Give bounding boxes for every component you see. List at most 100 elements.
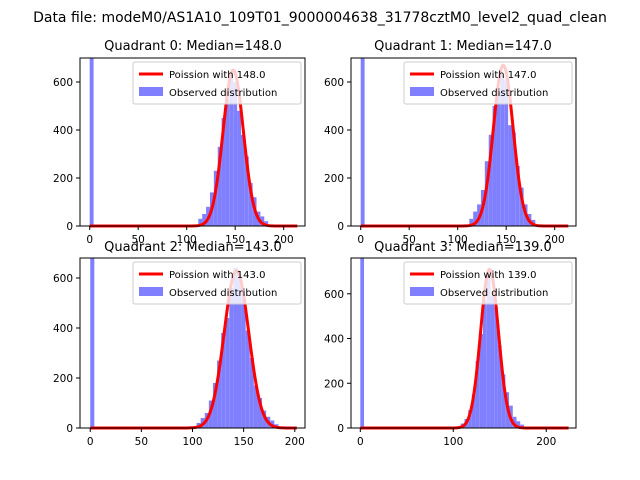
panel-title: Quadrant 1: Median=147.0 [374, 39, 552, 54]
y-axis: 0 200 400 600 [324, 289, 351, 435]
histogram-bar [360, 58, 365, 226]
y-tick-label: 600 [53, 77, 73, 89]
histogram-bar [516, 421, 521, 428]
x-tick-label: 200 [274, 234, 294, 246]
y-axis: 0 200 400 600 [53, 77, 80, 233]
histogram-bar [202, 214, 207, 226]
histogram-bar [260, 216, 265, 226]
legend-box [403, 61, 573, 105]
histogram-bar [471, 394, 476, 428]
x-axis: 0 50 100 150 200 [86, 226, 294, 246]
y-tick-label: 200 [324, 173, 344, 185]
histogram-bar [504, 79, 509, 226]
x-tick-label: 200 [536, 436, 556, 448]
legend: Poission with 143.0 Observed distributio… [132, 261, 302, 305]
y-tick-label: 0 [66, 423, 73, 435]
x-axis: 0 100 200 [357, 428, 556, 448]
histogram-bar [475, 360, 480, 428]
axes-frame-box [350, 257, 577, 429]
histogram-bar [217, 360, 222, 428]
histogram-bar [508, 125, 512, 226]
legend-hist-swatch [410, 287, 434, 296]
legend: Poission with 147.0 Observed distributio… [403, 61, 573, 105]
histogram-bar [249, 358, 254, 428]
histogram-bar [496, 91, 501, 226]
y-axis: 0 200 400 600 [324, 77, 351, 233]
axes-frame-box [79, 57, 306, 227]
x-tick-label: 150 [234, 436, 254, 448]
x-tick-label: 150 [225, 234, 245, 246]
panel-quadrant-3: Quadrant 3: Median=139.0 0 100 200 0 200 400… [324, 240, 577, 448]
histogram-bar [360, 258, 365, 428]
histogram-bar [486, 273, 491, 428]
legend-line-label: Poission with 143.0 [169, 270, 265, 281]
panel-title: Quadrant 3: Median=139.0 [374, 240, 552, 255]
histogram-bar [519, 187, 524, 226]
histogram-bar [221, 333, 226, 428]
histogram-bar [512, 416, 517, 428]
x-tick-label: 0 [357, 436, 364, 448]
panel-title: Quadrant 2: Median=143.0 [104, 240, 282, 255]
axes-frame [79, 57, 306, 227]
legend-box [403, 261, 573, 305]
x-tick-label: 50 [135, 436, 148, 448]
histogram-bar [494, 307, 498, 428]
histogram-bar [244, 156, 249, 226]
y-tick-label: 200 [53, 373, 73, 385]
axes-frame-box [350, 57, 577, 227]
legend-box [132, 61, 302, 105]
histogram-bar [501, 374, 506, 428]
legend-hist-swatch [139, 87, 163, 96]
x-tick-label: 50 [132, 234, 145, 246]
legend-hist-label: Observed distribution [169, 88, 277, 99]
histogram-bar [225, 98, 230, 226]
x-axis: 0 50 100 150 200 [357, 226, 565, 246]
axes-frame [350, 57, 577, 227]
histogram-bar [233, 268, 238, 428]
y-tick-label: 400 [324, 334, 344, 346]
histogram-bar [488, 134, 493, 226]
histogram-bar [257, 398, 263, 428]
legend-hist-swatch [139, 287, 163, 296]
histogram-bar [264, 221, 269, 226]
histogram-bar [483, 300, 487, 428]
legend-line-label: Poission with 147.0 [440, 70, 536, 81]
histogram-bar [245, 330, 250, 428]
x-tick-label: 0 [87, 436, 94, 448]
x-tick-label: 100 [448, 234, 468, 246]
histogram-bar [237, 278, 242, 428]
y-tick-label: 200 [53, 173, 73, 185]
y-tick-label: 400 [324, 125, 344, 137]
legend-hist-label: Observed distribution [440, 288, 548, 299]
histogram-bar [217, 146, 222, 226]
histogram-bar [241, 298, 246, 428]
histogram-bar [89, 58, 94, 226]
y-tick-label: 600 [324, 77, 344, 89]
legend-line-label: Poission with 139.0 [440, 270, 536, 281]
x-tick-label: 200 [545, 234, 565, 246]
histogram-bar [212, 383, 218, 428]
panel-title: Quadrant 0: Median=148.0 [104, 39, 282, 54]
y-tick-label: 400 [53, 125, 73, 137]
histogram-bar [240, 134, 245, 226]
legend-hist-label: Observed distribution [169, 288, 277, 299]
histogram-bar [473, 211, 478, 226]
histogram-bar [248, 182, 253, 226]
histogram-bar [90, 258, 95, 428]
y-tick-label: 200 [324, 378, 344, 390]
y-tick-label: 0 [66, 221, 73, 233]
histogram-bars [90, 258, 279, 428]
panel-quadrant-0: Quadrant 0: Median=148.0 0 50 100 150 200 0 2… [53, 39, 306, 246]
panel-quadrant-2: Quadrant 2: Median=143.0 0 50 100 150 200 0 2… [53, 240, 306, 448]
histogram-bar [229, 72, 234, 227]
x-tick-label: 100 [177, 234, 197, 246]
legend-hist-label: Observed distribution [440, 88, 548, 99]
histogram-bar [490, 296, 495, 428]
x-axis: 0 50 100 150 200 [87, 428, 305, 448]
legend: Poission with 148.0 Observed distributio… [132, 61, 302, 105]
x-tick-label: 100 [182, 436, 202, 448]
histogram-bar [225, 318, 230, 428]
histogram-bar [262, 410, 267, 428]
histogram-bar [229, 288, 234, 428]
